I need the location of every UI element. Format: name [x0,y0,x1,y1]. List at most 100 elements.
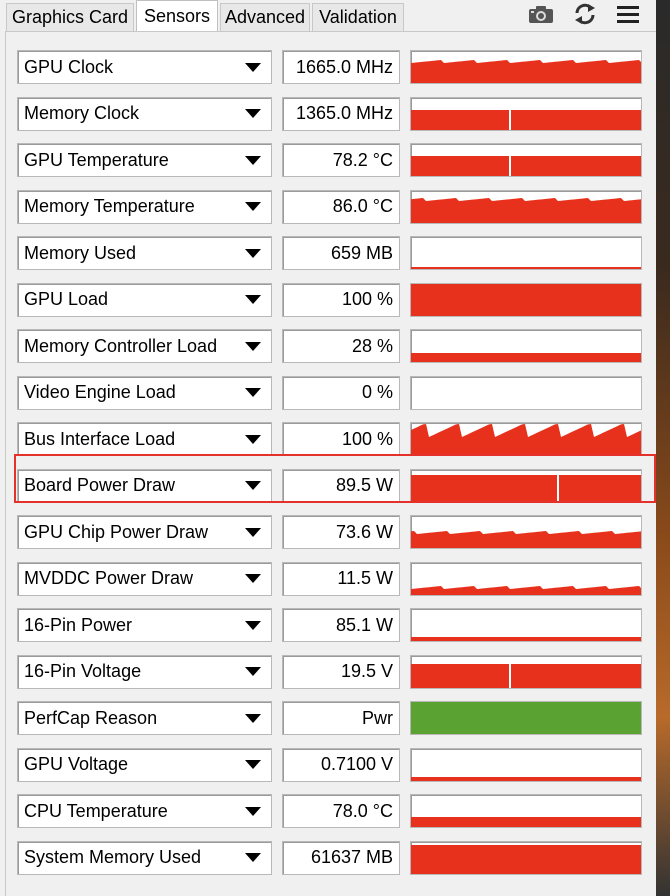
tab-advanced[interactable]: Advanced [220,3,310,31]
dropdown-arrow-icon[interactable] [245,202,261,211]
sensor-graph [410,282,642,317]
graph-fill [411,817,641,827]
graph-fill [411,156,641,176]
sensor-row: 16-Pin Voltage 19.5 V [6,652,657,698]
dropdown-arrow-icon[interactable] [245,620,261,630]
dropdown-arrow-icon[interactable] [245,806,261,816]
sensor-value: 73.6 W [282,515,400,549]
sensor-name-label: GPU Voltage [24,754,129,774]
sensor-value: 86.0 °C [282,189,400,224]
sensor-graph [410,96,642,131]
sensor-row: GPU Load 100 % [6,280,657,326]
sensor-name-label: 16-Pin Power [24,614,133,635]
graph-fill [411,109,641,130]
graph-fill [411,267,641,269]
sensor-name-label: PerfCap Reason [24,707,158,728]
sensor-graph [410,747,642,782]
dropdown-arrow-icon[interactable] [245,155,261,165]
tab-sensors[interactable]: Sensors [136,0,218,32]
graph-fill [411,283,641,316]
graph-noise [411,60,641,83]
graph-fill [411,663,641,688]
dropdown-arrow-icon[interactable] [245,434,261,444]
sensor-name-dropdown[interactable]: System Memory Used [17,840,272,875]
sensor-graph [410,329,642,363]
sensor-name-dropdown[interactable]: GPU Temperature [17,143,272,177]
sensor-name-label: GPU Temperature [24,149,169,170]
sensor-name-dropdown[interactable]: Memory Clock [17,96,272,131]
sensor-name-dropdown[interactable]: Memory Controller Load [17,329,272,363]
dropdown-arrow-icon[interactable] [245,667,261,676]
sensor-row: Memory Controller Load 28 % [6,326,657,372]
graph-fill [411,844,641,874]
dropdown-arrow-icon[interactable] [245,853,261,862]
graph-fill [411,353,641,362]
sensor-name-dropdown[interactable]: GPU Clock [17,50,272,84]
sensor-value: 0 % [282,375,400,410]
sensor-graph [410,189,642,224]
tab-validation[interactable]: Validation [312,3,404,31]
sensor-name-dropdown[interactable]: PerfCap Reason [17,701,272,735]
sensor-name-label: System Memory Used [24,847,202,867]
sensor-name-dropdown[interactable]: GPU Load [17,282,272,317]
sensor-name-label: Video Engine Load [24,382,176,402]
sensor-graph [410,422,642,456]
sensor-name-dropdown[interactable]: GPU Chip Power Draw [17,515,272,549]
dropdown-arrow-icon[interactable] [245,713,261,723]
sensor-row: Memory Clock 1365.0 MHz [6,94,657,140]
sensor-graph [410,654,642,689]
sensor-graph [410,701,642,735]
sensor-graph [410,236,642,270]
sensor-value: 19.5 V [282,654,400,689]
sensor-value: 0.7100 V [282,747,400,782]
sensor-row: Video Engine Load 0 % [6,373,657,419]
dropdown-arrow-icon[interactable] [245,295,261,304]
sensor-row: Memory Used 659 MB [6,233,657,279]
sensor-graph [410,515,642,549]
sensor-name-dropdown[interactable]: Memory Temperature [17,189,272,224]
camera-icon[interactable] [527,2,555,26]
sensor-value: 11.5 W [282,561,400,596]
sensor-name-label: GPU Load [24,289,109,309]
dropdown-arrow-icon[interactable] [245,388,261,397]
sensor-graph [410,840,642,875]
graph-fill [411,702,641,734]
dropdown-arrow-icon[interactable] [245,109,261,118]
sensor-name-dropdown[interactable]: Video Engine Load [17,375,272,410]
sensor-row: Memory Temperature 86.0 °C [6,187,657,233]
sensor-value: 78.2 °C [282,143,400,177]
sensor-name-dropdown[interactable]: CPU Temperature [17,794,272,828]
sensor-name-dropdown[interactable]: GPU Voltage [17,747,272,782]
sensor-name-dropdown[interactable]: 16-Pin Voltage [17,654,272,689]
dropdown-arrow-icon[interactable] [245,341,261,351]
sensor-name-dropdown[interactable]: Memory Used [17,236,272,270]
sensor-name-dropdown[interactable]: Board Power Draw [17,468,272,503]
menu-icon[interactable] [614,2,642,26]
sensor-name-dropdown[interactable]: Bus Interface Load [17,422,272,456]
sensor-graph [410,608,642,642]
dropdown-arrow-icon[interactable] [245,481,261,490]
sensor-name-label: MVDDC Power Draw [24,568,194,588]
sensor-name-label: Memory Used [24,242,137,263]
sensor-graph [410,50,642,84]
sensor-name-dropdown[interactable]: MVDDC Power Draw [17,561,272,596]
dropdown-arrow-icon[interactable] [245,248,261,258]
sensor-value: 659 MB [282,236,400,270]
sensor-name-label: CPU Temperature [24,800,168,821]
refresh-icon[interactable] [571,2,599,26]
dropdown-arrow-icon[interactable] [245,574,261,583]
dropdown-arrow-icon[interactable] [245,62,261,72]
graph-fill [411,637,641,641]
sensor-row: PerfCap Reason Pwr [6,698,657,744]
sensor-name-dropdown[interactable]: 16-Pin Power [17,608,272,642]
sensor-row: GPU Clock 1665.0 MHz [6,47,657,93]
sensor-name-label: GPU Clock [24,56,114,77]
sensor-name-label: Bus Interface Load [24,428,176,449]
sensor-row: GPU Temperature 78.2 °C [6,140,657,186]
dropdown-arrow-icon[interactable] [245,527,261,537]
dropdown-arrow-icon[interactable] [245,760,261,769]
sensor-name-label: GPU Chip Power Draw [24,521,209,542]
sensor-graph [410,468,642,503]
tab-graphics-card[interactable]: Graphics Card [6,3,134,31]
graph-gap [509,663,511,688]
